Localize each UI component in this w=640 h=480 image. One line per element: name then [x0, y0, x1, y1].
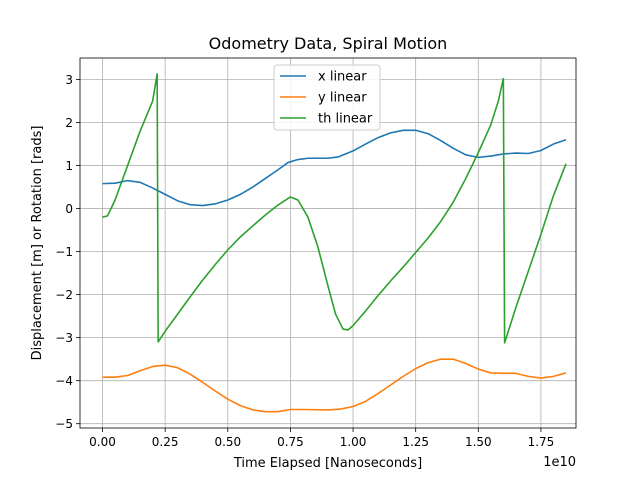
y-tick-label: −5	[55, 417, 73, 431]
x-axis-label: Time Elapsed [Nanoseconds]	[233, 456, 422, 471]
x-tick-label: 1.25	[402, 435, 429, 449]
y-axis-ticks: −5 −4 −3 −2 −1 0 1 2 3	[55, 73, 80, 431]
x-tick-label: 0.00	[89, 435, 116, 449]
x-tick-label: 0.25	[152, 435, 179, 449]
y-tick-label: −3	[55, 331, 73, 345]
x-tick-label: 1.50	[465, 435, 492, 449]
series-line-th-linear	[102, 73, 567, 344]
legend-label-x-linear: x linear	[318, 70, 367, 85]
x-tick-label: 0.50	[214, 435, 241, 449]
y-tick-label: 1	[65, 159, 73, 173]
y-tick-label: −2	[55, 288, 73, 302]
series-line-y-linear	[102, 358, 567, 413]
legend-label-th-linear: th linear	[318, 112, 373, 127]
y-tick-label: 0	[65, 202, 73, 216]
legend-box	[273, 64, 381, 131]
y-tick-label: 2	[65, 116, 73, 130]
legend: x linear y linear th linear	[273, 64, 381, 131]
x-tick-label: 1.00	[340, 435, 367, 449]
x-axis-ticks: 0.00 0.25 0.50 0.75 1.00 1.25 1.50 1.75	[89, 428, 554, 449]
chart-title: Odometry Data, Spiral Motion	[209, 34, 448, 53]
x-offset-label: 1e10	[543, 455, 576, 470]
x-tick-label: 1.75	[528, 435, 555, 449]
legend-label-y-linear: y linear	[318, 91, 367, 106]
y-axis-label: Displacement [m] or Rotation [rads]	[30, 126, 45, 361]
y-tick-label: −4	[55, 374, 73, 388]
plot-frame	[79, 57, 577, 429]
series-lines	[102, 73, 567, 413]
x-tick-label: 0.75	[277, 435, 304, 449]
series-line-x-linear	[102, 129, 567, 207]
y-tick-label: 3	[65, 73, 73, 87]
y-tick-label: −1	[55, 245, 73, 259]
